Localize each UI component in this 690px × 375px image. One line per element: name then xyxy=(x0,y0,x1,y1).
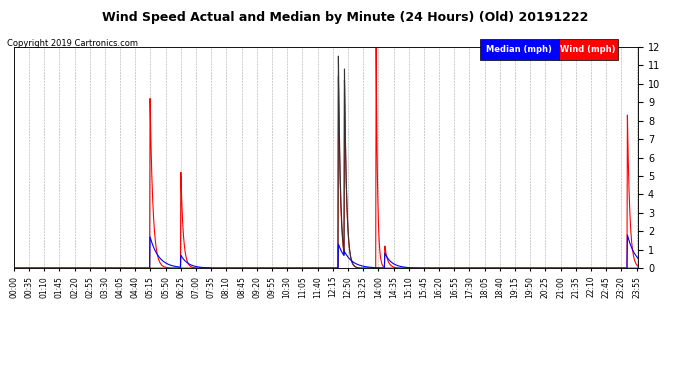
Text: Wind (mph): Wind (mph) xyxy=(560,45,616,54)
Text: Wind Speed Actual and Median by Minute (24 Hours) (Old) 20191222: Wind Speed Actual and Median by Minute (… xyxy=(102,11,588,24)
Text: Median (mph): Median (mph) xyxy=(486,45,552,54)
Text: Copyright 2019 Cartronics.com: Copyright 2019 Cartronics.com xyxy=(7,39,138,48)
